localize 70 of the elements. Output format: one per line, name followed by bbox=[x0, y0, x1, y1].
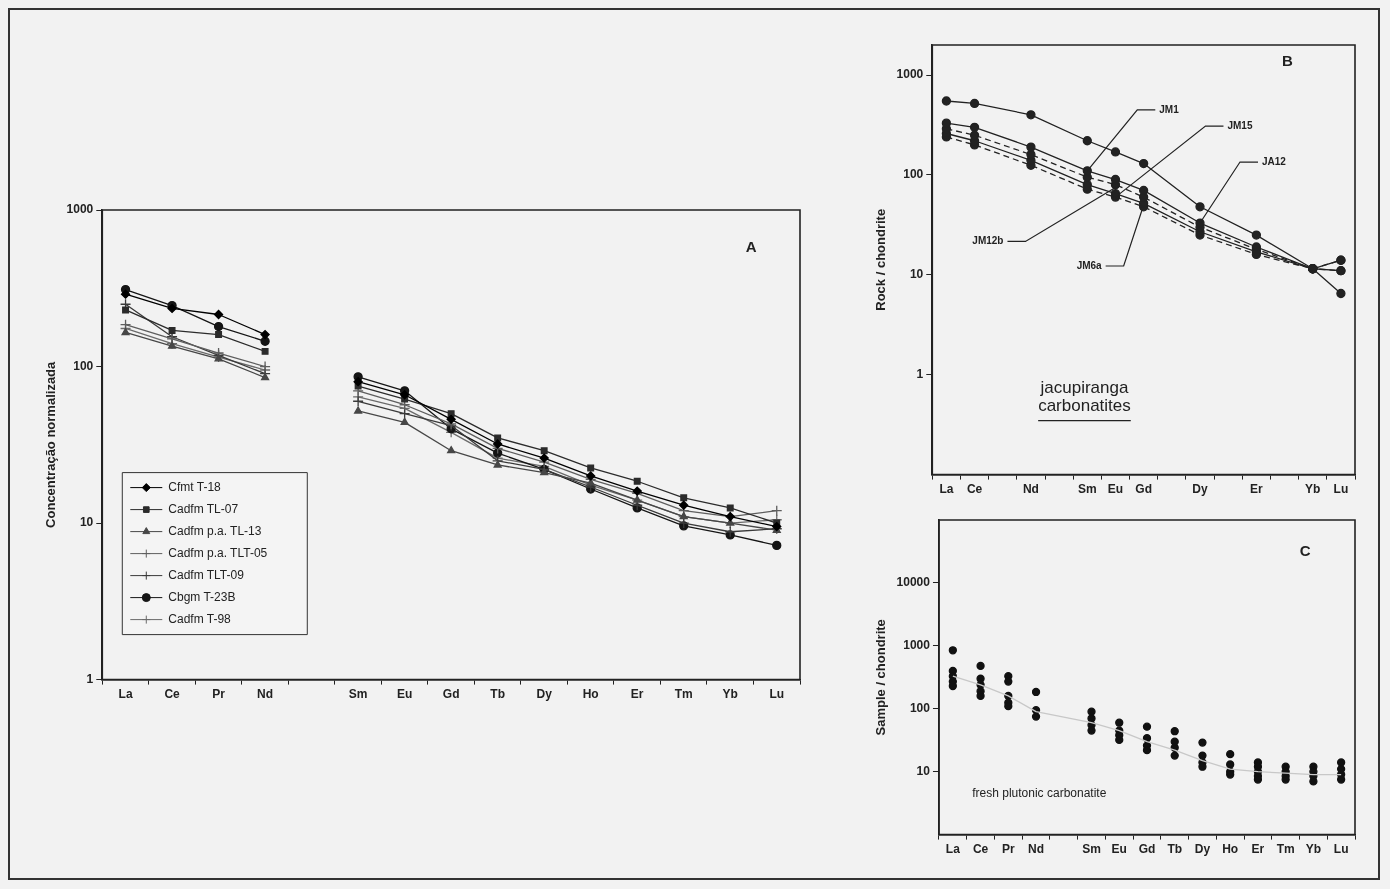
x-tick-label: Eu bbox=[396, 687, 413, 702]
x-tick-label: Tb bbox=[1167, 842, 1183, 857]
x-tick-label: Nd bbox=[257, 687, 274, 702]
legend-label: Cadfm TL-07 bbox=[168, 501, 239, 516]
x-tick-label: Ce bbox=[972, 842, 989, 857]
x-tick-label: Sm bbox=[348, 687, 368, 702]
x-tick-label: Lu bbox=[1333, 482, 1349, 497]
x-tick-label: Er bbox=[1250, 482, 1264, 497]
x-tick-label: Eu bbox=[1107, 482, 1124, 497]
x-tick-label: La bbox=[945, 842, 961, 857]
y-axis-title: Rock / chondrite bbox=[873, 208, 889, 311]
x-tick-label: Dy bbox=[1194, 842, 1211, 857]
legend-label: Cbgm T-23B bbox=[168, 589, 236, 604]
legend-label: Cadfm T-98 bbox=[168, 611, 232, 626]
x-tick-label: Gd bbox=[442, 687, 460, 702]
y-axis-title: Sample / chondrite bbox=[873, 619, 889, 736]
y-tick-label: 100 bbox=[73, 358, 94, 373]
x-tick-label: Yb bbox=[722, 687, 738, 702]
legend-label: Cadfm p.a. TLT-05 bbox=[168, 545, 268, 560]
x-tick-label: Er bbox=[630, 687, 644, 702]
annotation: JA12 bbox=[1262, 155, 1287, 167]
annotation: fresh plutonic carbonatite bbox=[972, 786, 1107, 801]
x-tick-label: Ce bbox=[966, 482, 983, 497]
annotation: jacupiranga carbonatites bbox=[1038, 378, 1131, 416]
y-axis-title: Concentração normalizada bbox=[43, 360, 59, 528]
x-tick-label: Gd bbox=[1135, 482, 1152, 497]
x-tick-label: Gd bbox=[1138, 842, 1156, 857]
annotation: C bbox=[1299, 541, 1311, 559]
x-tick-label: La bbox=[939, 482, 954, 497]
x-tick-label: Nd bbox=[1022, 482, 1039, 497]
y-tick-label: 1000 bbox=[903, 638, 931, 653]
x-tick-label: Lu bbox=[1333, 842, 1349, 857]
x-tick-label: Yb bbox=[1305, 482, 1321, 497]
y-tick-label: 100 bbox=[903, 167, 924, 182]
x-tick-label: Er bbox=[1251, 842, 1265, 857]
x-tick-label: Pr bbox=[212, 687, 226, 702]
x-tick-label: Tb bbox=[490, 687, 505, 702]
annotation: JM15 bbox=[1227, 119, 1253, 131]
annotation: JM1 bbox=[1159, 103, 1180, 115]
x-tick-label: Dy bbox=[536, 687, 553, 702]
x-tick-label: La bbox=[118, 687, 133, 702]
x-tick-label: Lu bbox=[769, 687, 785, 702]
y-tick-label: 10 bbox=[79, 515, 94, 530]
legend-label: Cadfm p.a. TL-13 bbox=[168, 523, 262, 538]
y-tick-label: 1000 bbox=[896, 67, 924, 82]
x-tick-label: Pr bbox=[1001, 842, 1015, 857]
x-tick-label: Sm bbox=[1082, 842, 1101, 857]
x-tick-label: Ho bbox=[582, 687, 599, 702]
legend-label: Cadfm TLT-09 bbox=[168, 567, 245, 582]
y-tick-label: 100 bbox=[909, 701, 931, 716]
y-tick-label: 1 bbox=[916, 367, 924, 382]
annotation: B bbox=[1281, 52, 1293, 70]
y-tick-label: 10 bbox=[909, 267, 924, 282]
annotation: A bbox=[745, 237, 757, 255]
x-tick-label: Ho bbox=[1222, 842, 1239, 857]
y-tick-label: 1000 bbox=[66, 202, 94, 217]
y-tick-label: 10000 bbox=[896, 575, 931, 590]
x-tick-label: Tm bbox=[674, 687, 693, 702]
legend-label: Cfmt T-18 bbox=[168, 479, 222, 494]
x-tick-label: Ce bbox=[164, 687, 181, 702]
x-tick-label: Nd bbox=[1028, 842, 1045, 857]
x-tick-label: Eu bbox=[1111, 842, 1127, 857]
annotation: JM6a bbox=[1076, 259, 1103, 271]
x-tick-label: Tm bbox=[1276, 842, 1295, 857]
annotation: JM12b bbox=[972, 235, 1004, 247]
y-tick-label: 10 bbox=[916, 763, 931, 778]
y-tick-label: 1 bbox=[86, 671, 94, 686]
x-tick-label: Dy bbox=[1192, 482, 1208, 497]
x-tick-label: Sm bbox=[1077, 482, 1097, 497]
x-tick-label: Yb bbox=[1305, 842, 1322, 857]
